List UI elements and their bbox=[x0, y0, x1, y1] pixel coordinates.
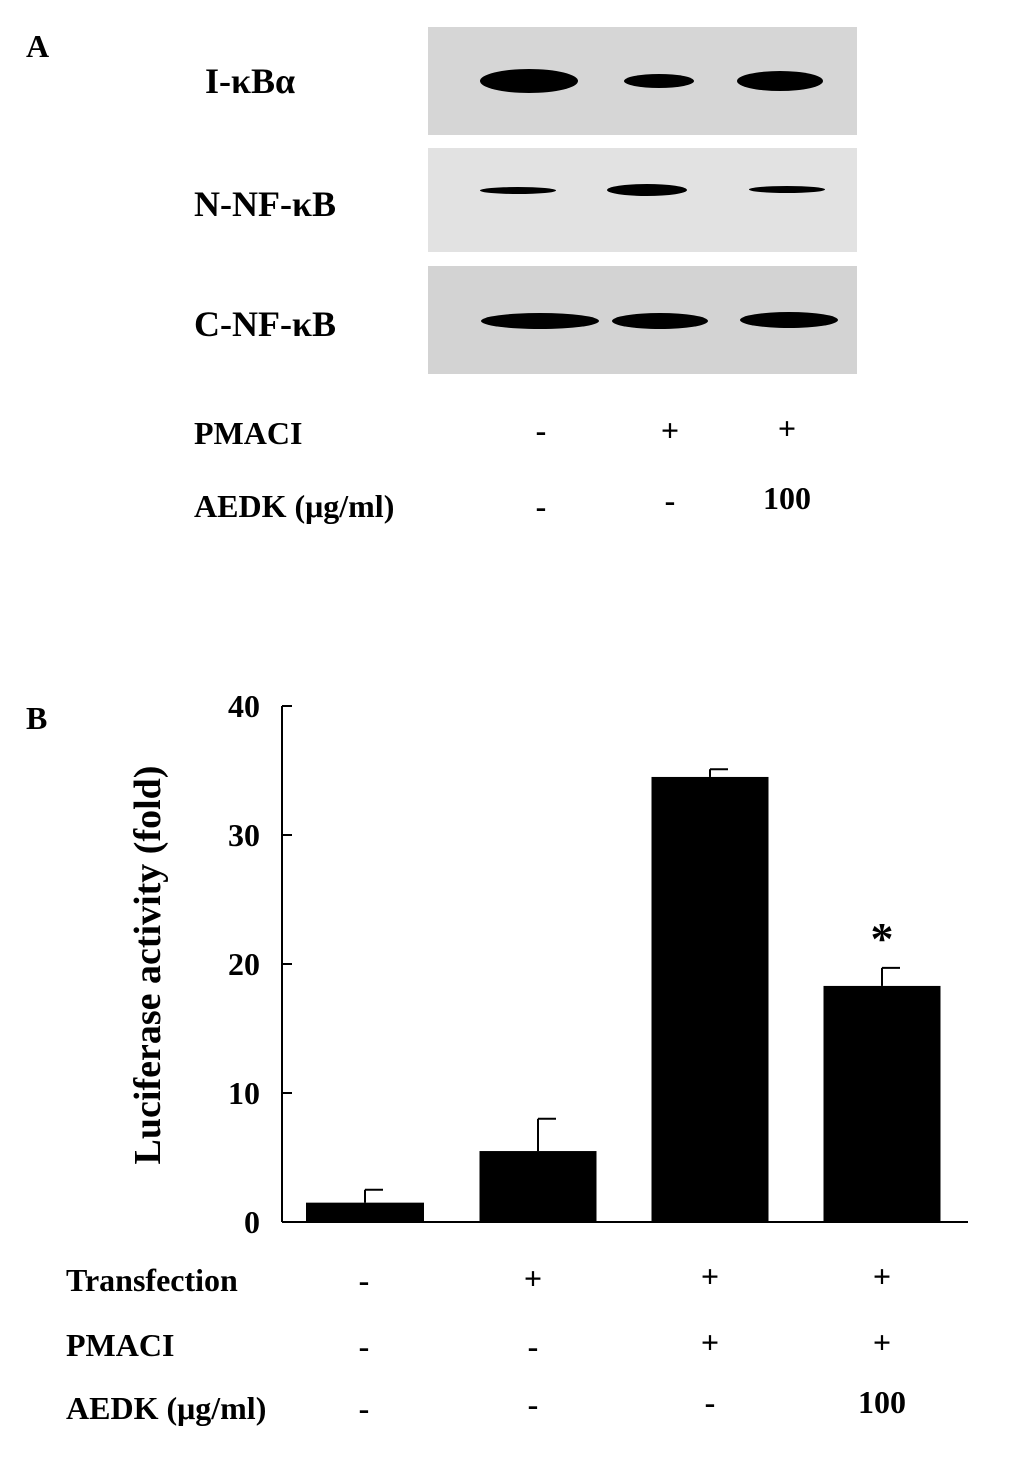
bar bbox=[651, 776, 769, 1222]
band bbox=[481, 313, 599, 329]
band bbox=[480, 187, 556, 194]
condition-value: 100 bbox=[858, 1384, 906, 1420]
condition-label-transfection: Transfection bbox=[66, 1262, 238, 1298]
condition-value: + bbox=[872, 1324, 892, 1360]
condition-label-pmaci-b: PMACI bbox=[66, 1327, 175, 1363]
y-tick-label: 40 bbox=[228, 688, 260, 724]
band bbox=[749, 186, 825, 193]
condition-label-pmaci: PMACI bbox=[194, 415, 303, 451]
condition-value: 100 bbox=[763, 480, 811, 516]
blot-ikba bbox=[428, 27, 857, 135]
y-tick-label: 0 bbox=[244, 1204, 260, 1240]
condition-value: - bbox=[535, 412, 547, 448]
band bbox=[612, 313, 708, 329]
bar bbox=[479, 1151, 597, 1222]
condition-value: + bbox=[700, 1324, 720, 1360]
blot-label-c-nfkb: C-NF-κB bbox=[194, 304, 336, 344]
blot-n-nfkb bbox=[428, 148, 857, 252]
condition-label-aedk-b: AEDK (μg/ml) bbox=[66, 1390, 267, 1426]
band bbox=[737, 71, 823, 91]
condition-value: + bbox=[700, 1258, 720, 1294]
condition-value: + bbox=[660, 412, 680, 448]
condition-value: - bbox=[704, 1384, 716, 1420]
condition-value: + bbox=[777, 410, 797, 446]
bar bbox=[823, 985, 941, 1222]
band bbox=[607, 184, 687, 196]
y-tick-label: 10 bbox=[228, 1075, 260, 1111]
condition-value: - bbox=[358, 1390, 370, 1426]
condition-value: - bbox=[535, 488, 547, 524]
band bbox=[624, 74, 694, 88]
bar-chart: 0 10 20 30 40 Luciferase activity (fold) * bbox=[127, 688, 968, 1240]
band bbox=[480, 69, 578, 93]
condition-value: - bbox=[527, 1386, 539, 1422]
condition-value: + bbox=[523, 1260, 543, 1296]
y-tick-label: 30 bbox=[228, 817, 260, 853]
condition-value: + bbox=[872, 1258, 892, 1294]
y-axis-label: Luciferase activity (fold) bbox=[127, 766, 169, 1165]
condition-value: - bbox=[527, 1328, 539, 1364]
panel-b-letter: B bbox=[26, 700, 48, 736]
condition-value: - bbox=[664, 482, 676, 518]
condition-label-aedk: AEDK (μg/ml) bbox=[194, 488, 395, 524]
band bbox=[740, 312, 838, 328]
bar bbox=[306, 1202, 424, 1222]
blot-label-ikba: I-κBα bbox=[205, 61, 296, 101]
condition-value: - bbox=[358, 1262, 370, 1298]
panel-a-letter: A bbox=[26, 28, 50, 64]
condition-value: - bbox=[358, 1328, 370, 1364]
y-tick-label: 20 bbox=[228, 946, 260, 982]
blot-c-nfkb bbox=[428, 266, 857, 374]
blot-label-n-nfkb: N-NF-κB bbox=[194, 184, 336, 224]
significance-marker: * bbox=[871, 913, 894, 964]
